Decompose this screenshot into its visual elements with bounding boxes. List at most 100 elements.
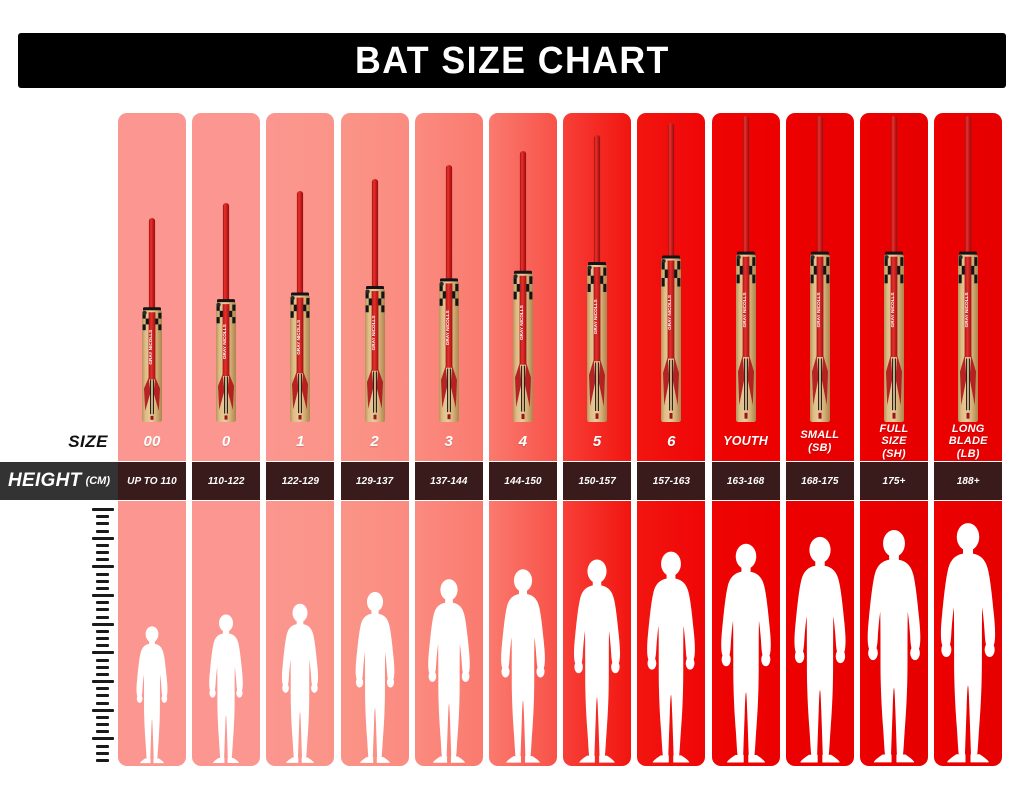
size-column[interactable]: GRAY NICOLLS 00 UP TO 110 <box>118 113 186 766</box>
size-value: LONG BLADE (LB) <box>948 423 988 460</box>
height-cell: 163-168 <box>711 462 780 500</box>
size-cell: YOUTH <box>711 422 780 461</box>
cricket-bat-graphic: GRAY NICOLLS <box>587 135 608 422</box>
ruler-tick-minor <box>96 751 109 755</box>
ruler-tick-minor <box>96 522 109 526</box>
person-silhouette <box>574 559 621 763</box>
ruler-tick-minor <box>96 615 109 619</box>
person-silhouette <box>794 536 846 763</box>
height-cell: 129-137 <box>340 462 409 500</box>
size-cell: 4 <box>489 422 557 461</box>
person-silhouette <box>647 551 696 763</box>
size-label-text: SIZE <box>68 432 108 451</box>
size-value: 0 <box>221 432 231 450</box>
size-column[interactable]: GRAY NICOLLS 2 129-137 <box>340 113 409 766</box>
bat-image: GRAY NICOLLS <box>277 190 323 422</box>
size-cell: 0 <box>192 422 261 461</box>
ruler-tick-minor <box>96 637 109 640</box>
person-image <box>563 556 631 764</box>
height-value: 110-122 <box>207 475 245 487</box>
bat-panel: GRAY NICOLLS <box>711 113 780 422</box>
person-image <box>860 526 928 764</box>
height-value: UP TO 110 <box>127 475 177 487</box>
bat-image: GRAY NICOLLS <box>574 134 620 422</box>
ruler-tick-minor <box>96 579 109 583</box>
person-image <box>489 566 556 764</box>
cricket-bat-graphic: GRAY NICOLLS <box>142 218 162 422</box>
silhouette-panel <box>860 501 928 766</box>
person-image <box>637 548 705 764</box>
size-value: 4 <box>518 432 528 450</box>
size-column[interactable]: GRAY NICOLLS 5 150-157 <box>563 113 632 766</box>
size-value: FULL SIZE (SH) <box>879 423 909 460</box>
bat-panel: GRAY NICOLLS <box>637 113 706 422</box>
svg-text:GRAY NICOLLS: GRAY NICOLLS <box>148 330 153 365</box>
person-image <box>128 624 176 764</box>
bat-panel: GRAY NICOLLS <box>860 113 928 422</box>
size-cell: 3 <box>414 422 483 461</box>
svg-text:GRAY NICOLLS: GRAY NICOLLS <box>667 295 672 330</box>
size-column[interactable]: GRAY NICOLLS LONG BLADE (LB) 188+ <box>934 113 1003 766</box>
svg-text:GRAY NICOLLS: GRAY NICOLLS <box>964 292 969 327</box>
height-cell: UP TO 110 <box>118 462 186 500</box>
size-column[interactable]: GRAY NICOLLS SMALL (SB) 168-175 <box>785 113 854 766</box>
ruler-tick-minor <box>96 608 109 612</box>
ruler-tick-minor <box>96 665 109 669</box>
size-cell: 1 <box>266 422 335 461</box>
ruler-tick-major <box>92 508 114 511</box>
size-column[interactable]: GRAY NICOLLS 0 110-122 <box>192 113 261 766</box>
height-cell: 188+ <box>934 462 1003 500</box>
ruler-tick-minor <box>96 551 109 554</box>
height-value: 122-129 <box>281 475 320 487</box>
ruler-tick-minor <box>96 744 109 748</box>
bat-panel: GRAY NICOLLS <box>934 113 1003 422</box>
person-silhouette <box>501 569 545 763</box>
size-column[interactable]: GRAY NICOLLS 3 137-144 <box>414 113 483 766</box>
ruler-tick-minor <box>96 730 109 734</box>
person-silhouette <box>209 614 243 763</box>
bat-image: GRAY NICOLLS <box>426 164 472 422</box>
ruler-tick-minor <box>96 515 109 519</box>
size-column[interactable]: GRAY NICOLLS 6 157-163 <box>637 113 706 766</box>
height-value: 157-163 <box>652 475 691 487</box>
size-cell: LONG BLADE (LB) <box>934 422 1003 461</box>
ruler-tick-major <box>92 708 114 712</box>
person-image <box>934 519 1002 764</box>
bat-image: GRAY NICOLLS <box>871 115 917 422</box>
height-cell: 157-163 <box>637 462 706 500</box>
cricket-bat-graphic: GRAY NICOLLS <box>958 116 979 422</box>
size-cell: 5 <box>563 422 632 461</box>
ruler-tick-minor <box>96 672 109 676</box>
ruler-tick-minor <box>96 572 109 576</box>
person-image <box>786 533 854 764</box>
height-value: 175+ <box>882 475 906 487</box>
size-column[interactable]: GRAY NICOLLS 1 122-129 <box>266 113 335 766</box>
size-cell: SMALL (SB) <box>785 422 854 461</box>
ruler-tick-minor <box>96 687 109 691</box>
bat-panel: GRAY NICOLLS <box>340 113 409 422</box>
person-silhouette <box>867 529 921 763</box>
size-row-label: SIZE <box>0 426 120 458</box>
size-value: YOUTH <box>723 434 768 449</box>
bat-panel: GRAY NICOLLS <box>489 113 557 422</box>
size-value: 6 <box>667 432 676 450</box>
ruler-tick-major <box>92 737 114 741</box>
ruler-tick-major <box>92 622 114 626</box>
ruler-tick-minor <box>96 694 109 698</box>
height-cell: 137-144 <box>414 462 483 500</box>
height-cell: 122-129 <box>266 462 335 500</box>
svg-text:GRAY NICOLLS: GRAY NICOLLS <box>371 315 376 350</box>
size-column[interactable]: GRAY NICOLLS 4 144-150 <box>489 113 557 766</box>
chart-title-bar: BAT SIZE CHART <box>18 33 1006 88</box>
height-value: 129-137 <box>355 475 394 487</box>
size-column[interactable]: GRAY NICOLLS YOUTH 163-168 <box>711 113 780 766</box>
svg-text:GRAY NICOLLS: GRAY NICOLLS <box>593 299 598 334</box>
size-column[interactable]: GRAY NICOLLS FULL SIZE (SH) 175+ <box>860 113 928 766</box>
bat-panel: GRAY NICOLLS <box>785 113 854 422</box>
page-title: BAT SIZE CHART <box>354 39 670 82</box>
bat-image: GRAY NICOLLS <box>500 150 546 422</box>
ruler-tick-minor <box>96 644 109 648</box>
height-value: 150-157 <box>578 475 616 487</box>
height-cell: 110-122 <box>192 462 261 500</box>
bat-image: GRAY NICOLLS <box>723 115 769 422</box>
